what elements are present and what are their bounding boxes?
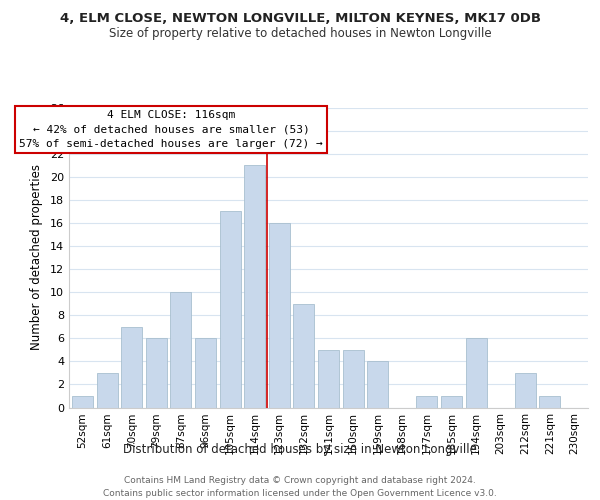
- Text: Contains public sector information licensed under the Open Government Licence v3: Contains public sector information licen…: [103, 489, 497, 498]
- Bar: [293, 304, 314, 408]
- Bar: [539, 396, 560, 407]
- Bar: [72, 396, 93, 407]
- Bar: [121, 326, 142, 407]
- Bar: [170, 292, 191, 408]
- Bar: [146, 338, 167, 407]
- Bar: [343, 350, 364, 408]
- Bar: [244, 165, 265, 408]
- Text: 4, ELM CLOSE, NEWTON LONGVILLE, MILTON KEYNES, MK17 0DB: 4, ELM CLOSE, NEWTON LONGVILLE, MILTON K…: [59, 12, 541, 26]
- Text: Contains HM Land Registry data © Crown copyright and database right 2024.: Contains HM Land Registry data © Crown c…: [124, 476, 476, 485]
- Bar: [466, 338, 487, 407]
- Bar: [220, 212, 241, 408]
- Bar: [318, 350, 339, 408]
- Bar: [515, 373, 536, 408]
- Bar: [416, 396, 437, 407]
- Bar: [367, 362, 388, 408]
- Bar: [441, 396, 462, 407]
- Text: 4 ELM CLOSE: 116sqm
← 42% of detached houses are smaller (53)
57% of semi-detach: 4 ELM CLOSE: 116sqm ← 42% of detached ho…: [19, 110, 323, 149]
- Bar: [195, 338, 216, 407]
- Y-axis label: Number of detached properties: Number of detached properties: [30, 164, 43, 350]
- Text: Size of property relative to detached houses in Newton Longville: Size of property relative to detached ho…: [109, 28, 491, 40]
- Bar: [269, 223, 290, 408]
- Text: Distribution of detached houses by size in Newton Longville: Distribution of detached houses by size …: [123, 442, 477, 456]
- Bar: [97, 373, 118, 408]
